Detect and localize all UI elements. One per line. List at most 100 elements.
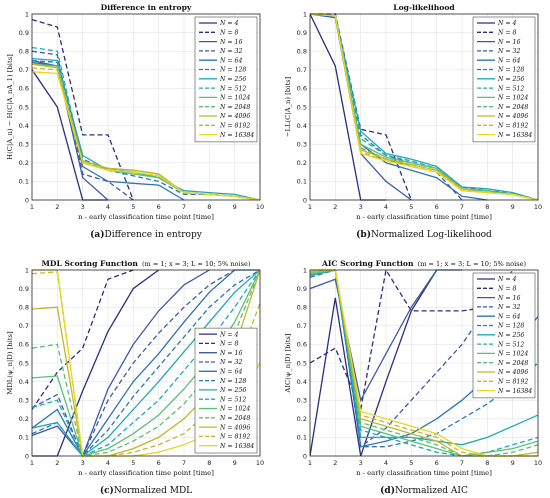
legend-label: N = 512 (497, 341, 524, 348)
y-axis-label: MDL(ψ_n|D) [bits] (6, 331, 14, 395)
x-tick-label: 5 (131, 459, 135, 467)
legend-label: N = 32 (497, 304, 520, 311)
legend-label: N = 4096 (219, 424, 250, 431)
legend-label: N = 4 (497, 20, 517, 27)
y-tick-label: 0.1 (19, 434, 29, 442)
y-tick-label: 0.6 (297, 341, 307, 349)
y-tick-label: 0.1 (297, 178, 307, 186)
y-tick-label: 0.3 (19, 397, 29, 405)
series-line-6 (310, 13, 538, 201)
y-tick-label: 0.2 (297, 415, 307, 423)
legend-label: N = 512 (219, 396, 246, 403)
y-tick-label: 0.8 (19, 304, 29, 312)
y-axis-label: AIC(ψ_n|D) [bits] (284, 333, 292, 393)
series-line-9 (32, 269, 260, 457)
y-tick-label: 0.4 (297, 122, 307, 130)
legend-label: N = 32 (219, 48, 242, 55)
legend-label: N = 32 (497, 48, 520, 55)
legend-label: N = 16384 (219, 443, 254, 450)
legend-label: N = 16384 (497, 388, 532, 395)
series-line-3 (32, 269, 236, 457)
y-tick-label: 0.7 (19, 322, 29, 330)
legend-label: N = 8 (497, 30, 517, 37)
legend-label: N = 64 (497, 57, 520, 64)
x-tick-label: 1 (308, 203, 312, 211)
axes-frame (31, 13, 261, 201)
panel-caption: (b)Normalized Log-likelihood (356, 229, 492, 240)
y-tick-label: 0 (25, 452, 29, 460)
y-tick-label: 0.8 (297, 304, 307, 312)
series-line-6 (32, 269, 260, 457)
legend-label: N = 16 (219, 350, 242, 357)
legend-label: N = 16 (219, 39, 242, 46)
x-tick-label: 4 (106, 459, 110, 467)
legend-label: N = 2048 (219, 104, 250, 111)
chart-panel-d: 1 2 3 4 5 6 7 8 9 10 0 0.1 0.2 0.3 0.4 0.5 0.6 0.7 0.8 0.9 1… (284, 259, 542, 496)
y-tick-label: 0.5 (297, 103, 307, 111)
series-line-1 (32, 18, 134, 201)
legend-label: N = 64 (219, 57, 242, 64)
legend-label: N = 256 (219, 387, 246, 394)
y-tick-label: 0.7 (297, 66, 307, 74)
x-tick-label: 5 (409, 203, 413, 211)
chart-title: MDL Scoring Function (m = 1; x = 3; L = 1… (42, 259, 251, 268)
chart-panel-b: 1 2 3 4 5 6 7 8 9 10 0 0.1 0.2 0.3 0.4 0.5 0.6 0.7 0.8 0.9 1… (284, 3, 542, 240)
series-line-4 (32, 269, 260, 457)
x-tick-label: 4 (106, 203, 110, 211)
x-tick-label: 10 (534, 203, 542, 211)
legend-label: N = 8192 (219, 434, 250, 441)
x-tick-label: 9 (233, 203, 237, 211)
x-tick-label: 9 (511, 203, 515, 211)
legend-label: N = 256 (497, 332, 524, 339)
x-tick-label: 2 (55, 203, 59, 211)
legend-label: N = 256 (497, 76, 524, 83)
x-tick-label: 1 (308, 459, 312, 467)
y-tick-label: 1 (303, 10, 307, 18)
y-tick-label: 0.5 (19, 359, 29, 367)
x-tick-label: 6 (435, 203, 439, 211)
panel-caption: (a)Difference in entropy (90, 229, 203, 240)
legend-label: N = 8192 (497, 123, 528, 130)
legend-label: N = 8 (497, 286, 517, 293)
legend-label: N = 1024 (219, 95, 250, 102)
y-tick-label: 0.8 (19, 48, 29, 56)
legend: N = 4 N = 8 N = 16 N = 32 N = 64 N = 128 N = 2… (472, 272, 536, 399)
y-tick-label: 0.5 (19, 103, 29, 111)
y-tick-label: 0.4 (297, 378, 307, 386)
legend-label: N = 4 (219, 331, 239, 338)
series-line-1 (32, 269, 134, 410)
series-line-12 (32, 71, 260, 201)
y-tick-label: 0.7 (19, 66, 29, 74)
x-tick-label: 3 (359, 203, 363, 211)
x-axis-label: n - early classification time point [tim… (356, 469, 492, 477)
chart-title: AIC Scoring Function (m = 1; x = 3; L = 1… (321, 259, 527, 268)
x-tick-label: 3 (81, 203, 85, 211)
y-tick-label: 0.6 (297, 85, 307, 93)
x-tick-label: 8 (207, 203, 211, 211)
y-tick-label: 0.6 (19, 341, 29, 349)
legend-label: N = 128 (497, 323, 524, 330)
x-axis-label: n - early classification time point [tim… (356, 213, 492, 221)
y-tick-label: 0.3 (297, 141, 307, 149)
series-line-12 (310, 13, 538, 201)
x-tick-label: 10 (534, 459, 542, 467)
y-tick-label: 0.4 (19, 122, 29, 130)
y-tick-label: 0.9 (19, 29, 29, 37)
legend-label: N = 4096 (219, 113, 250, 120)
y-tick-label: 0.1 (297, 434, 307, 442)
legend-label: N = 512 (497, 85, 524, 92)
x-tick-label: 2 (55, 459, 59, 467)
chart-title: Log-likelihood (393, 3, 455, 12)
x-tick-label: 7 (460, 459, 464, 467)
y-tick-label: 0.2 (19, 159, 29, 167)
axes-frame (309, 269, 539, 457)
series-line-5 (32, 59, 260, 201)
y-tick-label: 0.9 (297, 285, 307, 293)
y-tick-label: 1 (25, 10, 29, 18)
legend-label: N = 4096 (497, 369, 528, 376)
y-tick-label: 1 (303, 266, 307, 274)
y-tick-label: 0.3 (19, 141, 29, 149)
x-tick-label: 4 (384, 459, 388, 467)
y-tick-label: 0.5 (297, 359, 307, 367)
